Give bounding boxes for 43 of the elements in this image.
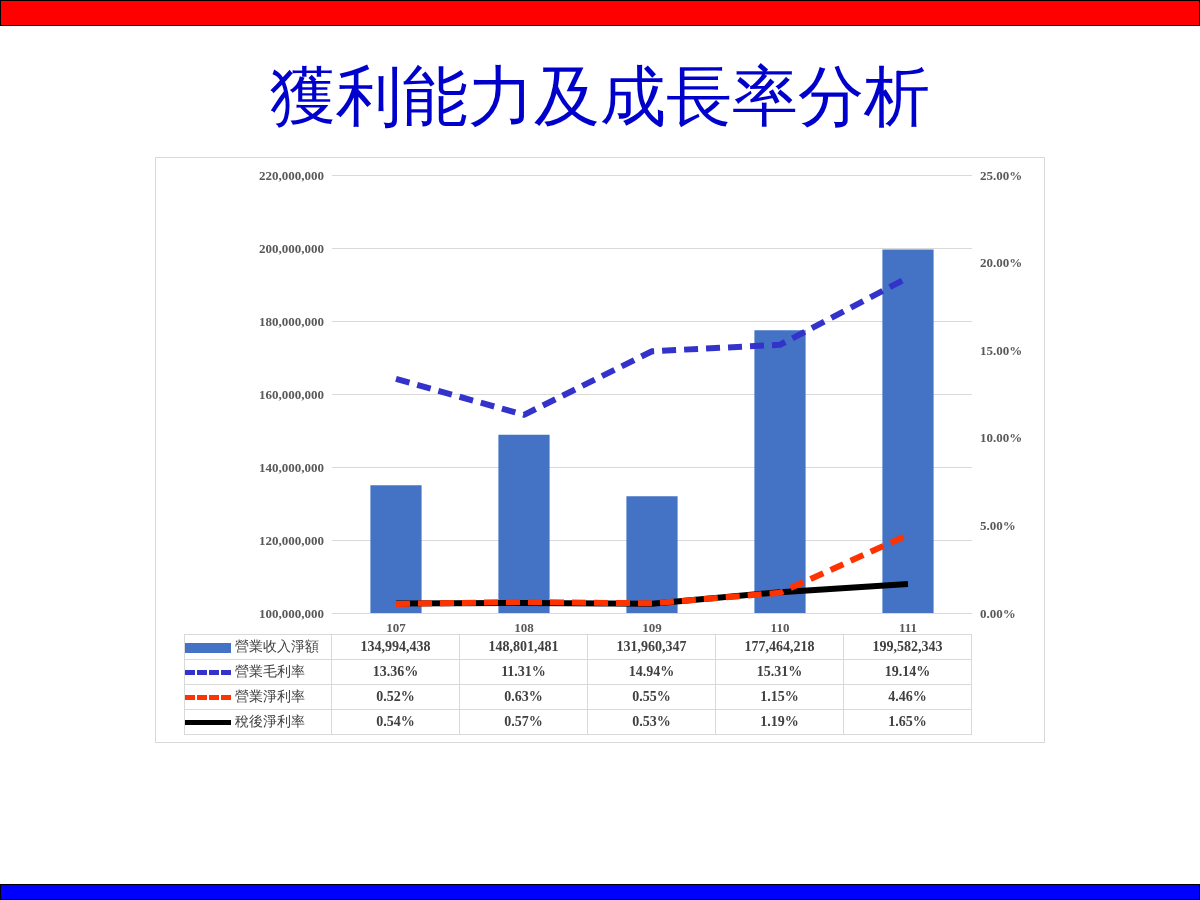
data-label: 131,960,347 bbox=[587, 634, 716, 660]
data-label: 0.57% bbox=[459, 709, 588, 735]
legend-label: 營業收入淨額 bbox=[235, 639, 319, 654]
y-tick-label: 140,000,000 bbox=[259, 459, 324, 475]
y2-tick-label: 20.00% bbox=[980, 255, 1023, 271]
data-label: 1.19% bbox=[715, 709, 844, 735]
y-tick-label: 160,000,000 bbox=[259, 386, 324, 402]
data-label: 0.63% bbox=[459, 684, 588, 710]
data-label: 177,464,218 bbox=[715, 634, 844, 660]
y-tick-label: 100,000,000 bbox=[259, 605, 324, 621]
data-label: 14.94% bbox=[587, 659, 716, 685]
data-label: 0.53% bbox=[587, 709, 716, 735]
chart-title: 獲利能力及成長率分析 bbox=[269, 59, 931, 135]
y2-tick-label: 25.00% bbox=[980, 167, 1023, 183]
data-label: 0.55% bbox=[587, 684, 716, 710]
x-tick-label: 110 bbox=[770, 620, 790, 635]
y-tick-label: 220,000,000 bbox=[259, 167, 324, 183]
x-tick-label: 108 bbox=[514, 620, 535, 635]
data-label: 148,801,481 bbox=[459, 634, 588, 660]
y2-tick-label: 15.00% bbox=[980, 342, 1023, 358]
data-label: 1.65% bbox=[843, 709, 972, 735]
y2-tick-label: 5.00% bbox=[980, 517, 1016, 533]
legend-label: 營業淨利率 bbox=[235, 689, 305, 704]
data-label: 199,582,343 bbox=[843, 634, 972, 660]
data-label: 13.36% bbox=[331, 659, 460, 685]
y-tick-label: 180,000,000 bbox=[259, 313, 324, 329]
data-label: 11.31% bbox=[459, 659, 588, 685]
x-tick-label: 109 bbox=[642, 620, 663, 635]
x-tick-label: 107 bbox=[386, 620, 407, 635]
legend-label: 營業毛利率 bbox=[235, 664, 305, 679]
data-label: 0.52% bbox=[331, 684, 460, 710]
data-label: 134,994,438 bbox=[331, 634, 460, 660]
y-tick-label: 200,000,000 bbox=[259, 240, 324, 256]
data-label: 19.14% bbox=[843, 659, 972, 685]
y2-tick-label: 0.00% bbox=[980, 605, 1016, 621]
y-tick-label: 120,000,000 bbox=[259, 532, 324, 548]
x-tick-label: 111 bbox=[898, 620, 918, 635]
y2-tick-label: 10.00% bbox=[980, 430, 1023, 446]
legend-label: 稅後淨利率 bbox=[235, 714, 305, 729]
data-label: 0.54% bbox=[331, 709, 460, 735]
data-label: 4.46% bbox=[843, 684, 972, 710]
data-label: 15.31% bbox=[715, 659, 844, 685]
data-label: 1.15% bbox=[715, 684, 844, 710]
